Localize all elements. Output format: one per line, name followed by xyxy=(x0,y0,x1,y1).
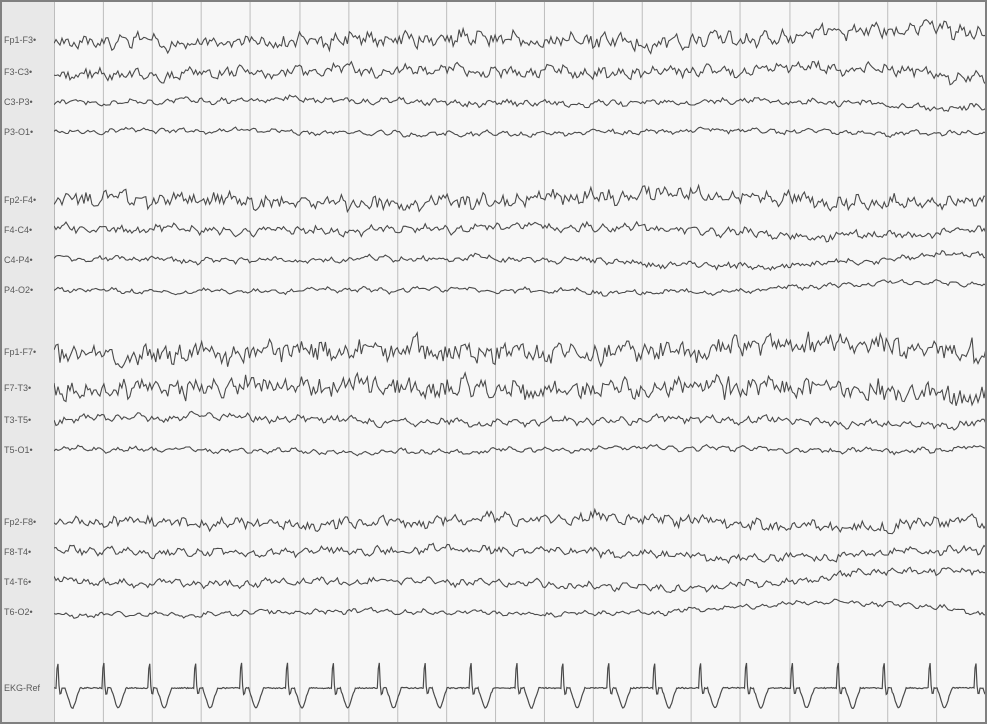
channel-label: F8-T4• xyxy=(4,547,31,557)
channel-label: Fp2-F8• xyxy=(4,517,36,527)
eeg-plot-area xyxy=(54,2,985,722)
eeg-trace xyxy=(54,543,985,563)
channel-label: F4-C4• xyxy=(4,225,32,235)
eeg-trace xyxy=(54,567,985,592)
channel-label: Fp1-F7• xyxy=(4,347,36,357)
eeg-trace xyxy=(54,599,985,618)
channel-label: T3-T5• xyxy=(4,415,31,425)
eeg-svg xyxy=(54,2,985,722)
eeg-trace xyxy=(54,411,985,430)
eeg-recording: Fp1-F3• F3-C3• C3-P3• P3-O1• Fp2-F4• F4-C4• C4… xyxy=(0,0,987,724)
eeg-trace xyxy=(54,332,985,368)
eeg-trace xyxy=(54,222,985,242)
eeg-trace xyxy=(54,20,985,54)
ekg-trace xyxy=(54,663,985,709)
eeg-trace xyxy=(54,373,985,406)
channel-label: C4-P4• xyxy=(4,255,33,265)
channel-label: P3-O1• xyxy=(4,127,33,137)
channel-label: F7-T3• xyxy=(4,383,31,393)
ekg-label: EKG-Ref xyxy=(4,683,40,693)
eeg-trace xyxy=(54,185,985,211)
channel-label: T5-O1• xyxy=(4,445,33,455)
channel-labels-column: Fp1-F3• F3-C3• C3-P3• P3-O1• Fp2-F4• F4-C4• C4… xyxy=(2,2,54,722)
channel-label: C3-P3• xyxy=(4,97,33,107)
eeg-trace xyxy=(54,445,985,456)
eeg-trace xyxy=(54,127,985,137)
eeg-trace xyxy=(54,280,985,297)
eeg-trace xyxy=(54,251,985,271)
channel-label: Fp1-F3• xyxy=(4,35,36,45)
channel-label: P4-O2• xyxy=(4,285,33,295)
eeg-trace xyxy=(54,95,985,111)
eeg-trace xyxy=(54,62,985,85)
channel-label: T6-O2• xyxy=(4,607,33,617)
eeg-trace xyxy=(54,510,985,534)
eeg-traces xyxy=(54,20,985,619)
channel-label: T4-T6• xyxy=(4,577,31,587)
channel-label: Fp2-F4• xyxy=(4,195,36,205)
channel-label: F3-C3• xyxy=(4,67,32,77)
